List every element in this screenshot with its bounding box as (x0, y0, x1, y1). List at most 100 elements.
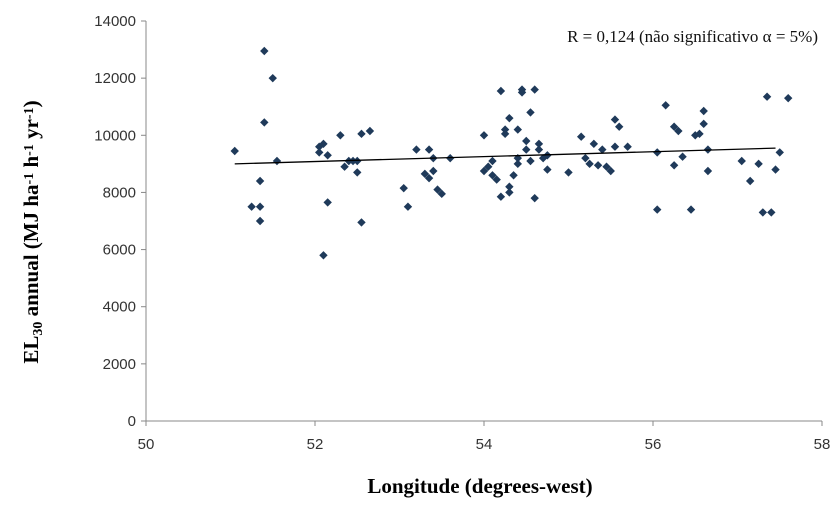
data-point (484, 162, 493, 171)
data-point (255, 176, 265, 186)
data-point (602, 162, 611, 171)
data-point (522, 136, 531, 146)
data-point (522, 145, 531, 154)
data-point (526, 108, 535, 117)
data-point (424, 145, 434, 154)
data-point (353, 156, 362, 166)
data-point (513, 125, 522, 134)
data-point (610, 115, 620, 124)
data-point (517, 85, 527, 94)
x-axis-ticks: 50 52 54 56 58 (138, 421, 831, 453)
y-tick-label: 2000 (103, 356, 136, 373)
data-point (745, 176, 755, 186)
data-point (543, 165, 552, 174)
data-point (255, 202, 265, 211)
data-point (437, 189, 446, 199)
data-point (500, 125, 510, 134)
data-point (505, 182, 514, 191)
data-point (593, 161, 603, 170)
data-point (412, 145, 421, 154)
data-point (534, 139, 544, 149)
data-point (606, 166, 615, 176)
data-point (488, 171, 497, 180)
data-point (513, 159, 522, 169)
y-tick-label: 0 (128, 413, 136, 430)
data-point (598, 145, 607, 154)
data-point (357, 218, 366, 227)
data-point (534, 145, 544, 154)
data-point (420, 169, 430, 179)
data-point (429, 166, 438, 176)
data-point (319, 139, 328, 149)
y-tick-label: 8000 (103, 184, 136, 201)
data-point (784, 93, 793, 103)
data-point (699, 106, 708, 116)
data-point (653, 205, 662, 214)
data-point (623, 142, 632, 151)
data-point (610, 142, 620, 151)
y-tick-label: 6000 (103, 242, 136, 259)
data-point (695, 129, 704, 139)
data-point (669, 161, 679, 170)
data-point (674, 126, 683, 136)
data-point (323, 151, 332, 160)
x-tick-label: 58 (814, 436, 831, 453)
data-point (500, 129, 510, 139)
data-point (505, 113, 514, 123)
data-point (767, 208, 776, 217)
data-point (479, 166, 489, 176)
data-point (268, 73, 277, 83)
data-point (272, 156, 282, 166)
data-point (336, 131, 345, 140)
data-point (585, 159, 594, 169)
x-tick-label: 52 (307, 436, 324, 453)
trendline (234, 147, 776, 165)
data-point (260, 46, 269, 56)
data-point (669, 122, 679, 131)
data-point (775, 148, 784, 157)
data-point (340, 162, 349, 171)
data-point (323, 198, 332, 207)
data-points (230, 46, 793, 260)
data-point (492, 175, 501, 184)
data-point (433, 185, 442, 194)
data-point (399, 183, 408, 193)
x-tick-label: 54 (476, 436, 493, 453)
data-point (661, 101, 670, 110)
data-point (496, 86, 506, 96)
data-point (703, 166, 713, 176)
data-point (513, 153, 522, 163)
data-point (530, 193, 539, 203)
data-point (365, 126, 375, 136)
data-point (357, 129, 366, 139)
y-tick-label: 4000 (103, 299, 136, 316)
data-point (319, 251, 328, 260)
data-point (581, 153, 590, 163)
data-point (403, 202, 413, 211)
data-point (255, 216, 265, 226)
data-point (526, 156, 535, 166)
data-point (564, 168, 573, 177)
data-point (315, 148, 324, 157)
data-point (505, 188, 514, 197)
data-point (686, 205, 696, 214)
y-axis-title: EL30 annual (MJ ha-1 h-1 yr-1) (19, 100, 46, 363)
data-point (496, 192, 506, 201)
x-tick-label: 50 (138, 436, 155, 453)
data-point (247, 202, 256, 211)
y-tick-label: 12000 (94, 70, 136, 87)
x-tick-label: 56 (645, 436, 662, 453)
data-point (488, 156, 497, 166)
data-point (762, 92, 772, 101)
data-point (260, 118, 269, 127)
data-point (589, 139, 599, 149)
data-point (737, 156, 746, 166)
data-point (424, 173, 434, 183)
data-point (678, 152, 687, 161)
data-point (509, 171, 518, 180)
data-point (576, 132, 586, 141)
data-point (479, 131, 489, 140)
x-axis-title: Longitude (degrees-west) (367, 474, 592, 498)
data-point (615, 122, 624, 131)
